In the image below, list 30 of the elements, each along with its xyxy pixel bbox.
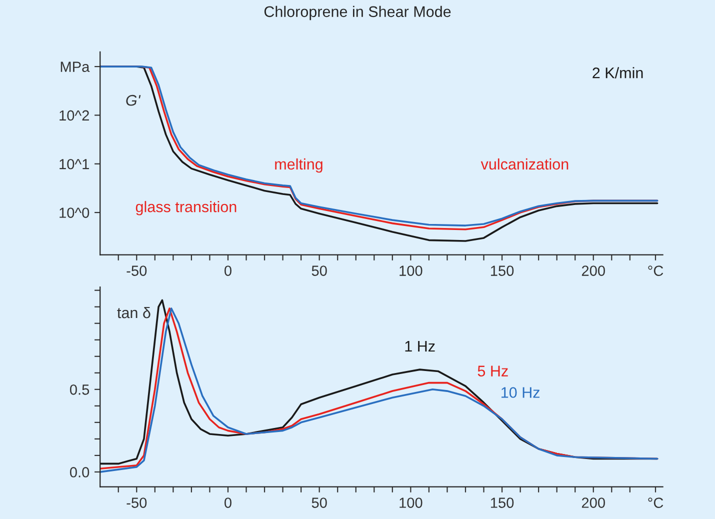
y-tick-label: 10^0 bbox=[60, 208, 90, 218]
y-axis-title: tan δ bbox=[117, 306, 150, 318]
x-tick-label: 150 bbox=[490, 266, 514, 276]
y-tick-label: 0.0 bbox=[70, 467, 90, 478]
x-tick-label: °C bbox=[648, 266, 664, 276]
series-label: 1 Hz bbox=[405, 341, 435, 352]
annotation: vulcanization bbox=[480, 158, 568, 170]
x-tick-label: 0 bbox=[224, 498, 232, 508]
x-tick-label: -50 bbox=[126, 498, 147, 508]
x-tick-label: 200 bbox=[582, 498, 605, 508]
x-tick-label: 50 bbox=[312, 266, 327, 276]
y-tick-label: MPa bbox=[60, 62, 90, 72]
x-tick-label: 100 bbox=[400, 498, 422, 508]
x-tick-label: 150 bbox=[490, 498, 514, 508]
x-tick-label: 50 bbox=[312, 498, 327, 508]
y-tick-label: 0.5 bbox=[70, 384, 90, 395]
y-tick-label: 10^1 bbox=[60, 158, 89, 170]
y-tick-label: 10^2 bbox=[60, 110, 89, 121]
x-tick-label: 200 bbox=[582, 266, 605, 276]
series-label: 5 Hz bbox=[478, 366, 508, 376]
series-label: 10 Hz bbox=[502, 387, 540, 398]
annotation: 2 K/min bbox=[592, 67, 643, 78]
x-tick-label: -50 bbox=[126, 266, 147, 276]
annotation: melting bbox=[275, 158, 322, 173]
y-axis-title: G' bbox=[126, 94, 141, 106]
x-tick-label: 100 bbox=[400, 266, 422, 276]
x-tick-label: °C bbox=[648, 498, 664, 508]
x-tick-label: 0 bbox=[224, 266, 232, 276]
annotation: glass transition bbox=[136, 201, 236, 216]
chart-title: Chloroprene in Shear Mode bbox=[264, 6, 451, 20]
